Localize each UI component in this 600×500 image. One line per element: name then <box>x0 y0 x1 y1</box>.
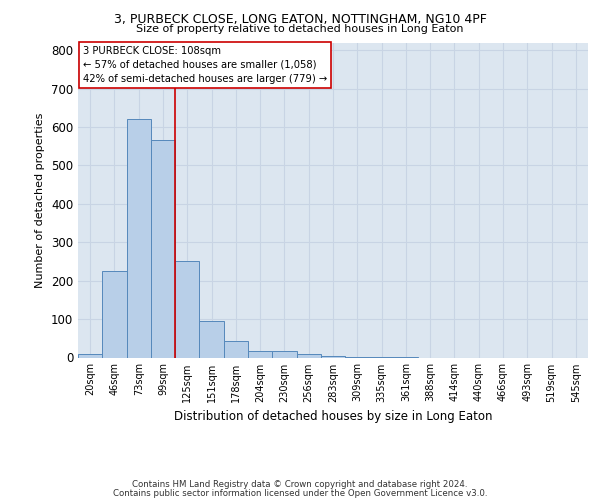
Bar <box>127 120 151 358</box>
Bar <box>345 356 370 358</box>
Bar <box>151 140 175 358</box>
Bar <box>272 350 296 358</box>
Text: Contains HM Land Registry data © Crown copyright and database right 2024.: Contains HM Land Registry data © Crown c… <box>132 480 468 489</box>
Bar <box>199 321 224 358</box>
Text: Contains public sector information licensed under the Open Government Licence v3: Contains public sector information licen… <box>113 488 487 498</box>
Bar <box>224 342 248 357</box>
Bar <box>248 350 272 358</box>
X-axis label: Distribution of detached houses by size in Long Eaton: Distribution of detached houses by size … <box>174 410 492 423</box>
Text: 3 PURBECK CLOSE: 108sqm
← 57% of detached houses are smaller (1,058)
42% of semi: 3 PURBECK CLOSE: 108sqm ← 57% of detache… <box>83 46 328 84</box>
Bar <box>78 354 102 358</box>
Bar <box>175 262 199 358</box>
Bar <box>102 271 127 358</box>
Bar <box>296 354 321 358</box>
Text: Size of property relative to detached houses in Long Eaton: Size of property relative to detached ho… <box>136 24 464 34</box>
Y-axis label: Number of detached properties: Number of detached properties <box>35 112 46 288</box>
Bar <box>321 356 345 358</box>
Text: 3, PURBECK CLOSE, LONG EATON, NOTTINGHAM, NG10 4PF: 3, PURBECK CLOSE, LONG EATON, NOTTINGHAM… <box>113 12 487 26</box>
